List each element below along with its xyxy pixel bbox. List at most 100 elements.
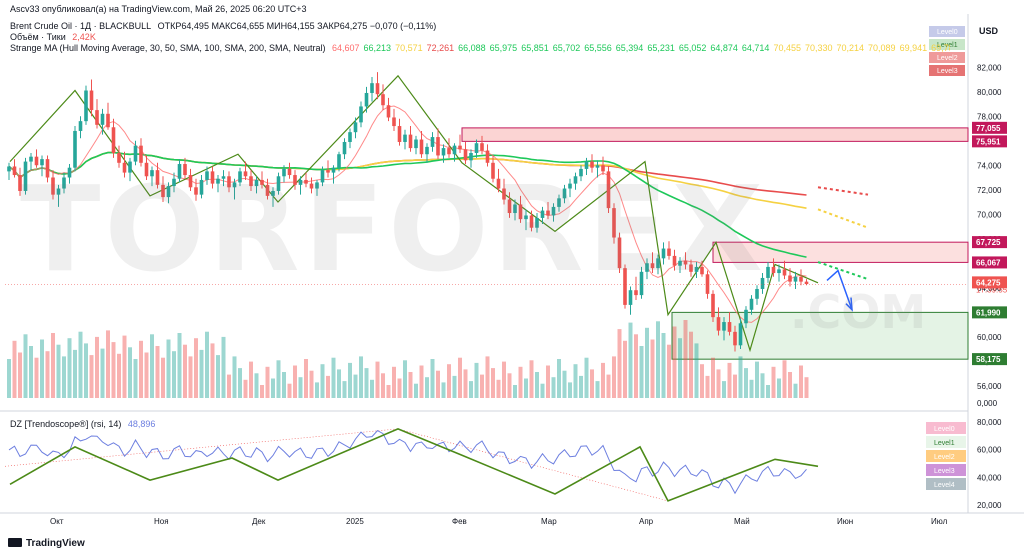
ohlc-values: ОТКР64,495 МАКС64,655 МИН64,155 ЗАКР64,2…	[157, 21, 437, 31]
candle-body	[331, 167, 336, 173]
volume-line: Объём · Тики 2,42K	[10, 32, 100, 42]
candle-body	[513, 204, 517, 214]
candle-body	[29, 156, 33, 162]
volume-bar	[122, 335, 127, 398]
candle-body	[463, 149, 468, 161]
volume-bar	[601, 362, 605, 398]
volume-bar	[199, 349, 204, 398]
candle-body	[441, 148, 446, 156]
volume-bar	[7, 359, 11, 398]
price-axis-label: 70,000	[977, 210, 1002, 219]
time-axis-label: Дек	[252, 517, 266, 526]
volume-bar	[771, 366, 776, 398]
candle-body	[661, 248, 666, 259]
candle-body	[155, 170, 160, 185]
candle-body	[573, 176, 578, 184]
candle-body	[727, 322, 732, 332]
candle-body	[452, 145, 457, 155]
volume-bar	[634, 334, 638, 398]
volume-bar	[84, 343, 88, 398]
volume-bar	[293, 365, 297, 398]
candle-body	[342, 141, 347, 155]
candle-body	[56, 188, 61, 195]
candle-body	[326, 170, 330, 173]
candle-body	[700, 266, 704, 275]
candle-body	[771, 266, 776, 274]
support-zone	[671, 311, 969, 360]
rsi-label[interactable]: DZ [Trendoscope®] (rsi, 14)	[10, 419, 122, 429]
volume-bar	[375, 361, 380, 398]
candle-body	[353, 122, 358, 133]
volume-bar	[480, 374, 484, 398]
volume-bar	[463, 369, 468, 398]
time-axis-label: Июн	[837, 517, 853, 526]
candle-body	[177, 164, 182, 179]
candle-body	[227, 176, 231, 188]
candle-body	[430, 137, 435, 147]
candle-body	[507, 199, 512, 214]
rsi-axis-label: 20,000	[977, 501, 1002, 510]
candle-body	[414, 139, 418, 149]
level-66067-box	[972, 256, 1007, 269]
price-axis-label: 56,000	[977, 382, 1002, 391]
volume-bar	[628, 322, 633, 398]
volume-bar	[738, 356, 743, 398]
candle-body	[568, 183, 572, 189]
volume-bar	[249, 361, 253, 398]
volume-bar	[348, 362, 352, 398]
candle-body	[782, 269, 787, 276]
ma-label[interactable]: Strange MA (Hull Moving Average, 30, 50,…	[10, 43, 326, 53]
candle-body	[62, 177, 66, 189]
candle-body	[617, 237, 622, 269]
price-axis-label: 60,000	[977, 333, 1002, 342]
ma-value: 65,851	[521, 43, 549, 53]
volume-bar	[617, 329, 622, 398]
volume-bar	[727, 362, 732, 398]
candle-body	[172, 178, 176, 187]
ma-value: 70,214	[836, 43, 865, 53]
volume-bar	[782, 360, 787, 398]
volume-label[interactable]: Объём · Тики	[10, 32, 66, 42]
volume-bar	[260, 385, 264, 398]
candle-body	[375, 83, 380, 95]
candle-body	[419, 139, 424, 155]
volume-bar	[12, 340, 17, 398]
candle-body	[601, 165, 605, 172]
candle-body	[623, 268, 627, 305]
tradingview-logo[interactable]: TradingView	[8, 538, 85, 549]
candle-body	[408, 134, 413, 149]
candle-body	[579, 168, 583, 177]
volume-bar	[18, 352, 22, 398]
candle-body	[672, 255, 677, 266]
candle-body	[590, 161, 594, 168]
volume-bar	[436, 370, 440, 398]
candle-body	[221, 176, 226, 179]
candle-body	[480, 143, 484, 151]
rsi-level-swatch	[926, 450, 966, 462]
rsi-axis-label: 40,000	[977, 473, 1002, 482]
volume-bar	[34, 357, 39, 398]
candle-body	[639, 271, 644, 296]
candle-body	[755, 288, 759, 299]
volume-bar	[452, 375, 457, 398]
symbol-name[interactable]: Brent Crude Oil · 1Д · BLACKBULL	[10, 21, 152, 31]
volume-bar	[529, 360, 534, 398]
volume-bar	[744, 368, 748, 398]
volume-bar	[469, 381, 473, 398]
candle-body	[40, 159, 44, 166]
volume-bar	[216, 355, 220, 398]
volume-bar	[271, 378, 275, 398]
candle-body	[749, 298, 754, 310]
volume-bar	[430, 359, 435, 398]
volume-bar	[749, 379, 754, 398]
candle-body	[166, 186, 171, 198]
candle-body	[276, 176, 281, 191]
ma-value: 65,702	[552, 43, 581, 53]
ma-value: 69,941	[899, 43, 928, 53]
volume-bar	[650, 339, 655, 398]
candle-body	[89, 90, 94, 111]
volume-bar	[100, 348, 105, 398]
time-axis-label: Фев	[452, 517, 467, 526]
rsi-value: 48,896	[127, 419, 156, 429]
